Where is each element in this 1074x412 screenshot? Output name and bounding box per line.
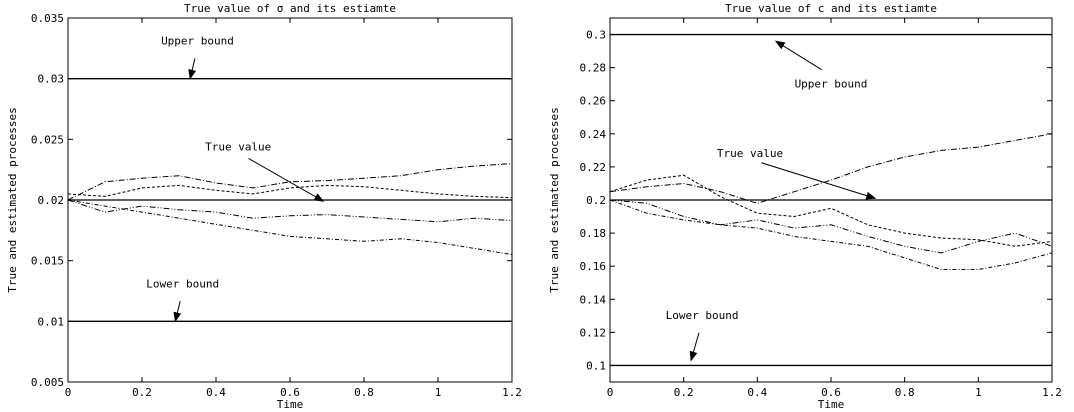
y-tick-label: 0.14 — [580, 293, 607, 306]
y-tick-label: 0.015 — [31, 255, 64, 268]
annotation-label: Upper bound — [795, 77, 868, 90]
annotation-label: Lower bound — [666, 309, 739, 322]
y-tick-label: 0.24 — [580, 128, 607, 141]
x-tick-label: 1.2 — [1042, 386, 1062, 399]
x-tick-label: 0.6 — [821, 386, 841, 399]
y-tick-label: 0.16 — [580, 260, 607, 273]
y-tick-label: 0.12 — [580, 326, 607, 339]
x-tick-label: 0 — [607, 386, 614, 399]
estimate-series-3 — [609, 199, 1053, 254]
x-tick-label: 1 — [435, 386, 442, 399]
estimate-series-1 — [609, 133, 1053, 204]
x-tick-label: 0.2 — [674, 386, 694, 399]
x-tick-label: 1 — [975, 386, 982, 399]
annotation-arrow — [188, 58, 197, 80]
annotation-arrow — [761, 162, 877, 200]
estimate-series-4 — [609, 199, 1053, 270]
annotation-arrow — [774, 40, 823, 71]
y-tick-label: 0.03 — [38, 73, 65, 86]
x-tick-label: 0.2 — [132, 386, 152, 399]
y-tick-label: 0.1 — [586, 359, 606, 372]
annotation-label: True value — [205, 140, 271, 153]
chart-panel-2: True value of c and its estiamte 0 0.2 0.4 0… — [548, 2, 1062, 411]
y-tick-label: 0.26 — [580, 95, 607, 108]
y-tick-label: 0.01 — [38, 315, 65, 328]
y-axis-label: True and estimated processes — [548, 107, 561, 292]
chart-title: True value of c and its estiamte — [725, 2, 937, 15]
y-tick-label: 0.005 — [31, 376, 64, 389]
y-tick-label: 0.22 — [580, 161, 607, 174]
x-axis-label: Time — [818, 398, 845, 411]
estimate-series-2 — [67, 184, 513, 199]
annotation-arrow — [689, 332, 700, 362]
annotation-label: True value — [717, 147, 783, 160]
x-tick-label: 0.4 — [747, 386, 767, 399]
y-tick-label: 0.28 — [580, 62, 607, 75]
estimate-series-4 — [67, 199, 513, 256]
x-tick-label: 0.8 — [354, 386, 374, 399]
chart-panel-1: True value of σ and its estiamte 0 0.2 0.4 0… — [6, 2, 522, 411]
x-tick-label: 0.4 — [206, 386, 226, 399]
annotation-arrow — [173, 300, 182, 323]
y-tick-label: 0.3 — [586, 29, 606, 42]
y-tick-label: 0.18 — [580, 227, 607, 240]
y-tick-label: 0.2 — [586, 194, 606, 207]
y-tick-label: 0.025 — [31, 133, 64, 146]
annotation-label: Upper bound — [161, 35, 234, 48]
estimate-series-3 — [67, 199, 513, 223]
y-axis-label: True and estimated processes — [6, 107, 19, 292]
x-axis-label: Time — [277, 398, 304, 411]
x-tick-label: 0 — [65, 386, 72, 399]
y-tick-label: 0.02 — [38, 194, 65, 207]
annotation-arrow — [248, 157, 325, 202]
y-tick-label: 0.035 — [31, 12, 64, 25]
x-tick-label: 0.8 — [895, 386, 915, 399]
estimate-series-2 — [609, 174, 1053, 247]
annotation-label: Lower bound — [146, 277, 219, 290]
x-tick-label: 0.6 — [280, 386, 300, 399]
chart-title: True value of σ and its estiamte — [184, 2, 396, 15]
x-tick-label: 1.2 — [502, 386, 522, 399]
